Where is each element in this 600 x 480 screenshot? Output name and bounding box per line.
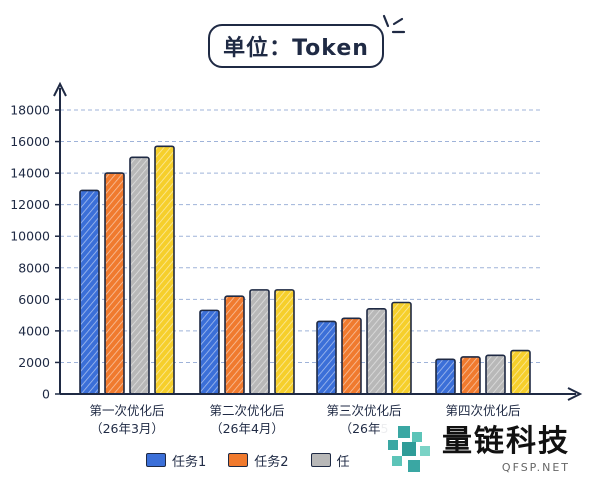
watermark-name: 量链科技	[442, 423, 570, 459]
title-sparkle-icon	[382, 14, 406, 34]
legend-swatch-3	[310, 453, 331, 467]
y-tick-label-8000: 8000	[18, 260, 50, 275]
y-tick-labels: 0 2000 4000 6000 8000 10000 12000 14000 16000 180…	[10, 103, 60, 402]
x-tick-label-2-line1: 第二次优化后	[209, 403, 284, 418]
bar-cat2-series2	[224, 295, 245, 395]
axes	[53, 81, 583, 401]
legend-label-1: 任务1	[172, 454, 207, 470]
x-tick-label-3-line2: （26年5	[340, 421, 389, 436]
bar-cat4-series3	[485, 354, 506, 395]
bar-cat2-series3	[249, 289, 270, 395]
legend-swatch-1	[146, 453, 166, 467]
x-axis-arrow	[567, 387, 583, 401]
bars	[79, 145, 531, 395]
y-tick-label-2000: 2000	[18, 355, 50, 370]
legend-item-2: 任务2	[228, 451, 289, 470]
legend-item-1: 任务1	[146, 451, 206, 470]
bar-cat4-series1	[435, 358, 456, 395]
bar-cat1-series1	[79, 189, 100, 395]
x-tick-label-2-line2: （26年4月）	[210, 421, 284, 436]
watermark-sub: QFSP.NET	[501, 460, 570, 474]
y-tick-label-0: 0	[42, 387, 50, 402]
legend-label-3: 任	[336, 454, 350, 470]
bar-cat2-series1	[199, 309, 220, 395]
legend-item-3: 任	[310, 451, 350, 470]
legend: 任务1 任务2 任	[146, 450, 372, 470]
bar-cat1-series2	[104, 172, 125, 395]
bar-cat2-series4	[274, 289, 295, 395]
watermark-text: 量链科技 QFSP.NET	[442, 423, 570, 474]
chart-title: 单位：Token	[208, 24, 384, 68]
bar-cat3-series3	[366, 307, 387, 395]
watermark-logo-icon	[388, 426, 430, 472]
x-tick-label-3-line1: 第三次优化后	[326, 403, 401, 418]
x-tick-label-4-line1: 第四次优化后	[445, 403, 520, 418]
legend-swatch-2	[228, 453, 249, 467]
bar-cat4-series2	[460, 356, 481, 395]
bar-cat3-series2	[341, 317, 362, 395]
bar-cat3-series4	[391, 301, 412, 395]
y-tick-label-12000: 12000	[10, 197, 50, 212]
y-tick-label-4000: 4000	[18, 323, 50, 338]
x-tick-label-1-line1: 第一次优化后	[89, 403, 164, 418]
y-tick-label-14000: 14000	[10, 166, 50, 181]
x-tick-labels: 第一次优化后 （26年3月） 第二次优化后 （26年4月） 第三次优化后 （26年5 第四次…	[89, 403, 520, 436]
y-tick-label-6000: 6000	[18, 292, 50, 307]
bar-cat1-series3	[129, 156, 150, 395]
y-axis-arrow	[53, 81, 67, 97]
bar-cat1-series4	[154, 145, 175, 395]
watermark: 量链科技 QFSP.NET	[380, 418, 600, 480]
x-tick-label-1-line2: （26年3月）	[90, 421, 164, 436]
y-tick-label-16000: 16000	[10, 134, 50, 149]
bar-cat3-series1	[316, 320, 337, 395]
y-tick-label-10000: 10000	[10, 229, 50, 244]
bar-cat4-series4	[510, 349, 531, 395]
legend-label-2: 任务2	[254, 454, 289, 470]
y-tick-label-18000: 18000	[10, 103, 50, 118]
